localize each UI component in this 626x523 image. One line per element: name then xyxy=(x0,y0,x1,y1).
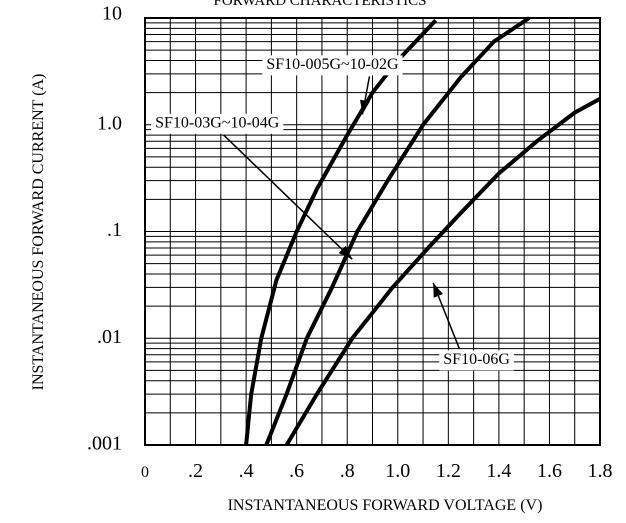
series-line-2 xyxy=(264,16,531,446)
arrow-head-3 xyxy=(433,282,443,298)
x-tick-label: .4 xyxy=(239,460,254,482)
y-tick-label: .01 xyxy=(97,326,122,348)
x-tick-label: 1.2 xyxy=(436,460,461,482)
x-tick-label: .8 xyxy=(340,460,355,482)
y-tick-label: .001 xyxy=(87,433,122,455)
series-line-3 xyxy=(284,97,601,447)
y-tick-labels: 10 1.0 .1 .01 .001 xyxy=(87,3,122,455)
y-tick-label: 10 xyxy=(102,3,122,25)
x-tick-label: .2 xyxy=(188,460,203,482)
chart-title: FORWARD CHARACTERISTICS xyxy=(214,0,427,9)
x-tick-label: 1.0 xyxy=(385,460,410,482)
arrow-line-2 xyxy=(222,134,353,260)
series-line-1 xyxy=(244,19,438,446)
annotation-arrows xyxy=(222,76,460,349)
arrow-head-1 xyxy=(360,99,370,115)
x-tick-label: 1.8 xyxy=(588,460,613,482)
y-tick-label: 1.0 xyxy=(97,112,122,134)
series-label-bg-1 xyxy=(262,55,403,76)
grid-lines xyxy=(145,18,600,445)
series-labels: SF10-005G~10-02G SF10-03G~10-04G SF10-06G xyxy=(151,55,514,371)
series-lines xyxy=(244,16,601,447)
x-tick-label: 1.4 xyxy=(486,460,511,482)
x-tick-label: .6 xyxy=(289,460,304,482)
x-tick-labels: 0 .2 .4 .6 .8 1.0 1.2 1.4 1.6 1.8 xyxy=(141,460,613,482)
series-label-bg-3 xyxy=(439,350,514,371)
x-tick-label: 0 xyxy=(141,464,149,481)
y-axis-label: INSTANTANEOUS FORWARD CURRENT (A) xyxy=(30,74,47,391)
y-tick-label: .1 xyxy=(107,219,122,241)
series-label-1: SF10-005G~10-02G xyxy=(266,56,399,73)
series-label-3: SF10-06G xyxy=(443,351,510,368)
plot-frame xyxy=(144,17,601,446)
x-tick-label: 1.6 xyxy=(537,460,562,482)
series-label-bg-2 xyxy=(151,113,284,134)
arrow-head-2 xyxy=(338,245,353,260)
series-label-2: SF10-03G~10-04G xyxy=(155,115,280,132)
x-axis-label: INSTANTANEOUS FORWARD VOLTAGE (V) xyxy=(228,497,543,514)
